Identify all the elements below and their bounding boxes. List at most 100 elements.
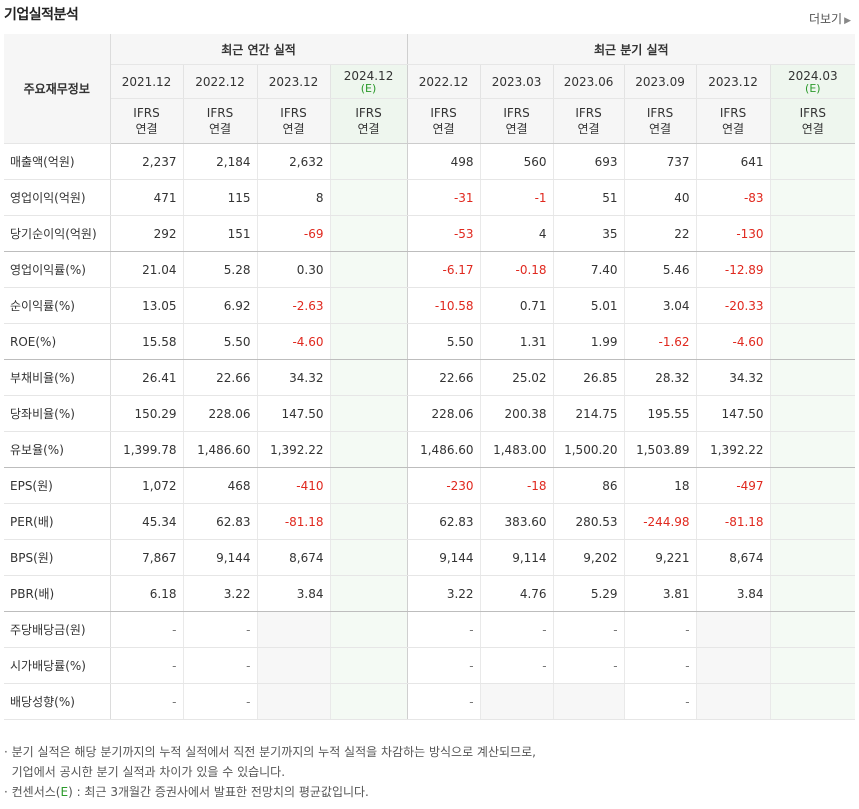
value-cell: 13.05: [109, 287, 183, 324]
value-cell: 8,674: [256, 539, 330, 576]
row-label: EPS(원): [4, 467, 111, 504]
value-cell: 737: [623, 143, 697, 180]
table-row: 당좌비율(%) 150.29 228.06 147.50 228.06 200.38 214…: [4, 395, 856, 432]
row-label: 주당배당금(원): [4, 611, 111, 648]
value-cell: 1,392.22: [695, 431, 771, 468]
estimate-mark: (E): [360, 81, 377, 95]
value-cell: 3.84: [695, 575, 771, 612]
value-cell: 195.55: [623, 395, 697, 432]
value-cell: 1.99: [552, 323, 625, 360]
value-cell: 2,237: [109, 143, 183, 180]
table-row: PER(배) 45.34 62.83 -81.18 62.83 383.60 280.53-…: [4, 503, 856, 540]
more-link[interactable]: 더보기 ▶: [809, 10, 851, 27]
period-header: 2024.12 (E): [329, 64, 408, 99]
ifrs-badge: IFRS 연결: [623, 98, 697, 144]
table-row: 유보율(%) 1,399.78 1,486.60 1,392.22 1,486.60 1,…: [4, 431, 856, 468]
period-header: 2023.12: [256, 64, 330, 99]
value-cell: -410: [256, 467, 330, 504]
value-cell: -1: [479, 179, 554, 216]
value-cell: 8,674: [695, 539, 771, 576]
value-cell: [256, 683, 330, 720]
value-cell: [695, 611, 771, 648]
value-cell: 6.92: [182, 287, 257, 324]
value-cell: -130: [695, 215, 771, 252]
value-cell: -: [109, 683, 183, 720]
value-cell: 5.46: [623, 251, 697, 288]
value-cell: [769, 575, 856, 612]
period-label: 2024.12: [343, 68, 394, 83]
value-cell: -18: [479, 467, 554, 504]
value-cell: [769, 467, 856, 504]
ifrs-badge: IFRS 연결: [109, 98, 183, 144]
value-cell: 5.50: [406, 323, 481, 360]
ifrs-badge: IFRS 연결: [256, 98, 330, 144]
value-cell: [769, 287, 856, 324]
value-cell: [695, 647, 771, 684]
value-cell: [329, 143, 408, 180]
footnote-1: · 분기 실적은 해당 분기까지의 누적 실적에서 직전 분기까지의 누적 실적…: [4, 745, 536, 759]
period-header: 2023.06: [552, 64, 625, 99]
row-header: 주요재무정보: [4, 34, 111, 144]
value-cell: -1.62: [623, 323, 697, 360]
value-cell: -: [479, 647, 554, 684]
value-cell: -: [623, 611, 697, 648]
value-cell: 151: [182, 215, 257, 252]
value-cell: -2.63: [256, 287, 330, 324]
table-row: 시가배당률(%) - - - - - -: [4, 647, 856, 684]
period-header: 2023.09: [623, 64, 697, 99]
table-row: 배당성향(%) - - - -: [4, 683, 856, 720]
value-cell: 35: [552, 215, 625, 252]
row-label: PER(배): [4, 503, 111, 540]
period-label: 2023.12: [708, 74, 758, 89]
period-header: 2023.12: [695, 64, 771, 99]
value-cell: -81.18: [256, 503, 330, 540]
value-cell: 26.41: [109, 359, 183, 396]
value-cell: 9,144: [182, 539, 257, 576]
value-cell: 1,503.89: [623, 431, 697, 468]
value-cell: 9,114: [479, 539, 554, 576]
value-cell: 34.32: [695, 359, 771, 396]
value-cell: -31: [406, 179, 481, 216]
financial-table: 주요재무정보 최근 연간 실적 최근 분기 실적 2021.12 2022.12 2…: [4, 34, 856, 720]
row-label: 부채비율(%): [4, 359, 111, 396]
period-label: 2024.03: [787, 68, 838, 83]
table-row: PBR(배) 6.18 3.22 3.84 3.22 4.76 5.29 3.81 3.84: [4, 575, 856, 612]
value-cell: -83: [695, 179, 771, 216]
value-cell: 9,221: [623, 539, 697, 576]
value-cell: 6.18: [109, 575, 183, 612]
value-cell: [769, 395, 856, 432]
value-cell: -0.18: [479, 251, 554, 288]
value-cell: 228.06: [182, 395, 257, 432]
value-cell: 4.76: [479, 575, 554, 612]
value-cell: [695, 683, 771, 720]
value-cell: -244.98: [623, 503, 697, 540]
value-cell: -4.60: [256, 323, 330, 360]
value-cell: 51: [552, 179, 625, 216]
value-cell: 0.71: [479, 287, 554, 324]
value-cell: 280.53: [552, 503, 625, 540]
ifrs-badge: IFRS 연결: [769, 98, 856, 144]
value-cell: -230: [406, 467, 481, 504]
value-cell: 15.58: [109, 323, 183, 360]
value-cell: 7.40: [552, 251, 625, 288]
table-row: 영업이익(억원) 471 115 8 -31 -1 51 40 -83: [4, 179, 856, 216]
value-cell: -: [109, 611, 183, 648]
value-cell: 25.02: [479, 359, 554, 396]
value-cell: [329, 215, 408, 252]
value-cell: 5.28: [182, 251, 257, 288]
period-label: 2022.12: [195, 74, 245, 89]
value-cell: [769, 215, 856, 252]
estimate-mark: (E): [805, 81, 821, 95]
ifrs-badge: IFRS 연결: [552, 98, 625, 144]
value-cell: -10.58: [406, 287, 481, 324]
table-row: BPS(원) 7,867 9,144 8,674 9,144 9,114 9,202 9,22…: [4, 539, 856, 576]
value-cell: [769, 431, 856, 468]
value-cell: 22: [623, 215, 697, 252]
period-header: 2022.12: [182, 64, 257, 99]
value-cell: [769, 539, 856, 576]
value-cell: 383.60: [479, 503, 554, 540]
period-label: 2023.12: [268, 74, 319, 89]
value-cell: [256, 647, 330, 684]
value-cell: 0.30: [256, 251, 330, 288]
value-cell: [769, 179, 856, 216]
